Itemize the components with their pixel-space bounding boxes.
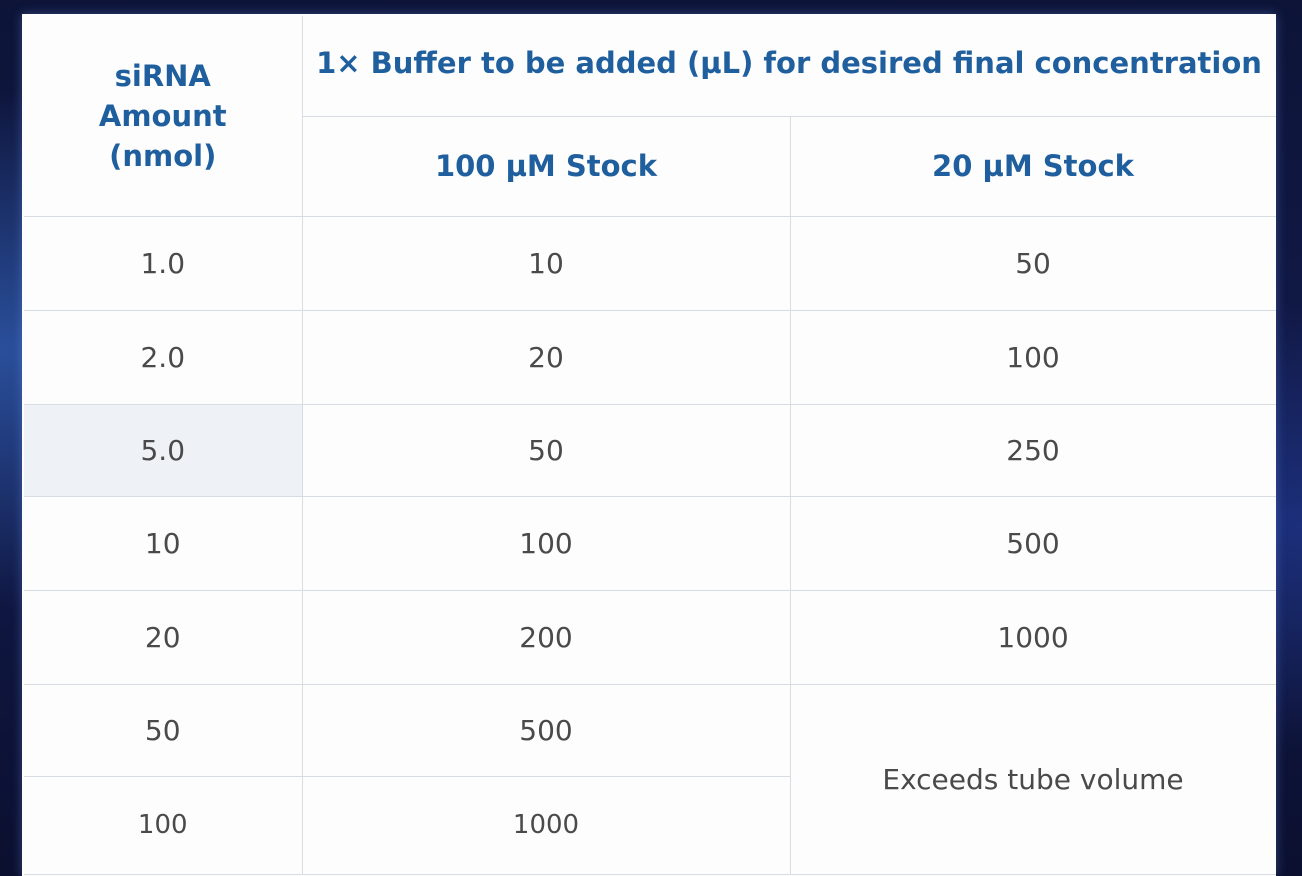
- cell-20um: 1000: [789, 589, 1276, 685]
- cell-exceeds-tube-volume: Exceeds tube volume: [789, 683, 1276, 875]
- table-subheader-row: 100 µM Stock 20 µM Stock: [24, 115, 1276, 217]
- cell-100um: 10: [301, 215, 791, 311]
- sirna-buffer-table: siRNA Amount (nmol) 1× Buffer to be adde…: [24, 16, 1276, 875]
- table-row: 2.0 20 100: [24, 309, 1276, 405]
- header-buffer-group: 1× Buffer to be added (µL) for desired f…: [301, 16, 1276, 117]
- table-row: 1.0 10 50: [24, 215, 1276, 311]
- table-row: 5.0 50 250: [24, 403, 1276, 497]
- table-row: 100 1000: [24, 775, 1276, 875]
- table-row: 10 100 500: [24, 495, 1276, 591]
- cell-20um: 50: [789, 215, 1276, 311]
- cell-amount: 2.0: [24, 309, 303, 405]
- cell-amount: 1.0: [24, 215, 303, 311]
- table-row: 50 500 Exceeds tube volume: [24, 683, 1276, 875]
- cell-100um: 500: [301, 683, 791, 777]
- cell-100um: 100: [301, 495, 791, 591]
- header-100um-stock: 100 µM Stock: [302, 115, 791, 217]
- header-sirna-amount: siRNA Amount (nmol): [24, 16, 303, 217]
- cell-amount: 10: [24, 495, 303, 591]
- cell-100um: 1000: [301, 775, 791, 875]
- cell-100um: 200: [301, 589, 791, 685]
- table-header-row: siRNA Amount (nmol) 1× Buffer to be adde…: [24, 16, 1276, 217]
- cell-20um: 250: [789, 403, 1276, 497]
- cell-amount: 50: [24, 683, 303, 777]
- cell-20um: 100: [789, 309, 1276, 405]
- cell-amount: 100: [24, 775, 303, 875]
- header-20um-stock: 20 µM Stock: [789, 115, 1276, 217]
- cell-100um: 20: [301, 309, 791, 405]
- cell-20um: 500: [789, 495, 1276, 591]
- table-row: 20 200 1000: [24, 589, 1276, 685]
- cell-amount: 20: [24, 589, 303, 685]
- table-frame: siRNA Amount (nmol) 1× Buffer to be adde…: [22, 14, 1276, 876]
- cell-amount-highlighted: 5.0: [24, 403, 303, 497]
- cell-100um: 50: [301, 403, 791, 497]
